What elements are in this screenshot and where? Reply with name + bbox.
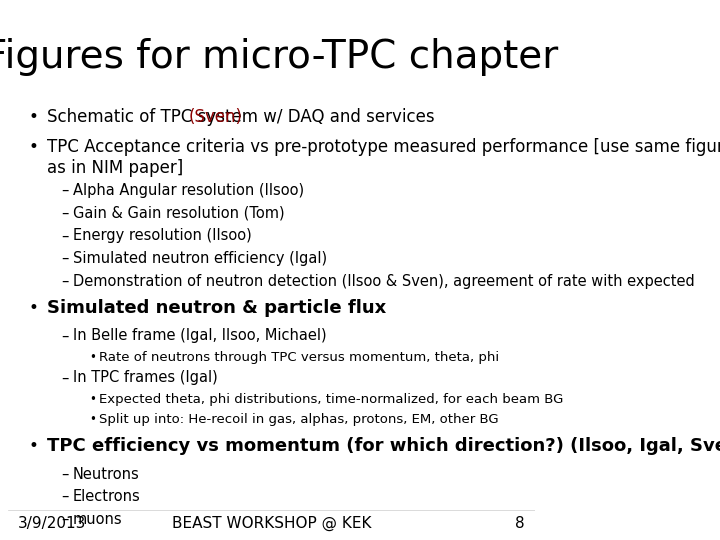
Text: Simulated neutron efficiency (Igal): Simulated neutron efficiency (Igal)	[73, 251, 327, 266]
Text: BEAST WORKSHOP @ KEK: BEAST WORKSHOP @ KEK	[171, 516, 371, 531]
Text: Demonstration of neutron detection (Ilsoo & Sven), agreement of rate with expect: Demonstration of neutron detection (Ilso…	[73, 274, 694, 289]
Text: Energy resolution (Ilsoo): Energy resolution (Ilsoo)	[73, 228, 251, 244]
Text: –: –	[61, 467, 69, 482]
Text: Figures for micro-TPC chapter: Figures for micro-TPC chapter	[0, 38, 558, 76]
Text: •: •	[29, 299, 39, 316]
Text: Electrons: Electrons	[73, 489, 140, 504]
Text: –: –	[61, 228, 69, 244]
Text: muons: muons	[73, 512, 122, 527]
Text: –: –	[61, 370, 69, 386]
Text: Schematic of TPC system w/ DAQ and services: Schematic of TPC system w/ DAQ and servi…	[48, 108, 440, 126]
Text: •: •	[89, 413, 96, 426]
Text: Expected theta, phi distributions, time-normalized, for each beam BG: Expected theta, phi distributions, time-…	[99, 393, 563, 406]
Text: –: –	[61, 251, 69, 266]
Text: In TPC frames (Igal): In TPC frames (Igal)	[73, 370, 217, 386]
Text: –: –	[61, 512, 69, 527]
Text: 3/9/2013: 3/9/2013	[18, 516, 86, 531]
Text: In Belle frame (Igal, Ilsoo, Michael): In Belle frame (Igal, Ilsoo, Michael)	[73, 328, 326, 343]
Text: Split up into: He-recoil in gas, alphas, protons, EM, other BG: Split up into: He-recoil in gas, alphas,…	[99, 413, 498, 426]
Text: •: •	[29, 138, 39, 156]
Text: –: –	[61, 183, 69, 198]
Text: Neutrons: Neutrons	[73, 467, 139, 482]
Text: TPC efficiency vs momentum (for which direction?) (Ilsoo, Igal, Sven): TPC efficiency vs momentum (for which di…	[48, 437, 720, 455]
Text: Gain & Gain resolution (Tom): Gain & Gain resolution (Tom)	[73, 206, 284, 221]
Text: 8: 8	[515, 516, 525, 531]
Text: •: •	[29, 437, 39, 455]
Text: as in NIM paper]: as in NIM paper]	[48, 159, 184, 177]
Text: TPC Acceptance criteria vs pre-prototype measured performance [use same figures: TPC Acceptance criteria vs pre-prototype…	[48, 138, 720, 156]
Text: Rate of neutrons through TPC versus momentum, theta, phi: Rate of neutrons through TPC versus mome…	[99, 351, 499, 364]
Text: •: •	[89, 351, 96, 364]
Text: –: –	[61, 274, 69, 289]
Text: •: •	[89, 393, 96, 406]
Text: •: •	[29, 108, 39, 126]
Text: Alpha Angular resolution (Ilsoo): Alpha Angular resolution (Ilsoo)	[73, 183, 304, 198]
Text: –: –	[61, 489, 69, 504]
Text: –: –	[61, 206, 69, 221]
Text: Simulated neutron & particle flux: Simulated neutron & particle flux	[48, 299, 387, 316]
Text: –: –	[61, 328, 69, 343]
Text: (Sven): (Sven)	[189, 108, 243, 126]
